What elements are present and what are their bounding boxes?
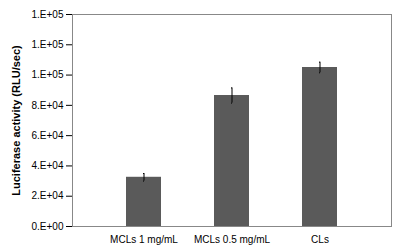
svg-text:MCLs 0.5 mg/mL: MCLs 0.5 mg/mL — [194, 234, 271, 245]
svg-text:4.E+04: 4.E+04 — [32, 160, 64, 171]
svg-text:8.E+04: 8.E+04 — [32, 100, 64, 111]
svg-text:0.E+00: 0.E+00 — [32, 221, 64, 232]
svg-text:Luciferase activity (RLU/sec): Luciferase activity (RLU/sec) — [10, 45, 22, 196]
svg-text:CLs: CLs — [311, 234, 329, 245]
svg-text:1.E+05: 1.E+05 — [32, 39, 64, 50]
svg-text:6.E+04: 6.E+04 — [32, 130, 64, 141]
svg-text:1.E+05: 1.E+05 — [32, 9, 64, 20]
svg-text:MCLs 1 mg/mL: MCLs 1 mg/mL — [110, 234, 178, 245]
svg-text:1.E+05: 1.E+05 — [32, 69, 64, 80]
svg-text:2.E+04: 2.E+04 — [32, 190, 64, 201]
